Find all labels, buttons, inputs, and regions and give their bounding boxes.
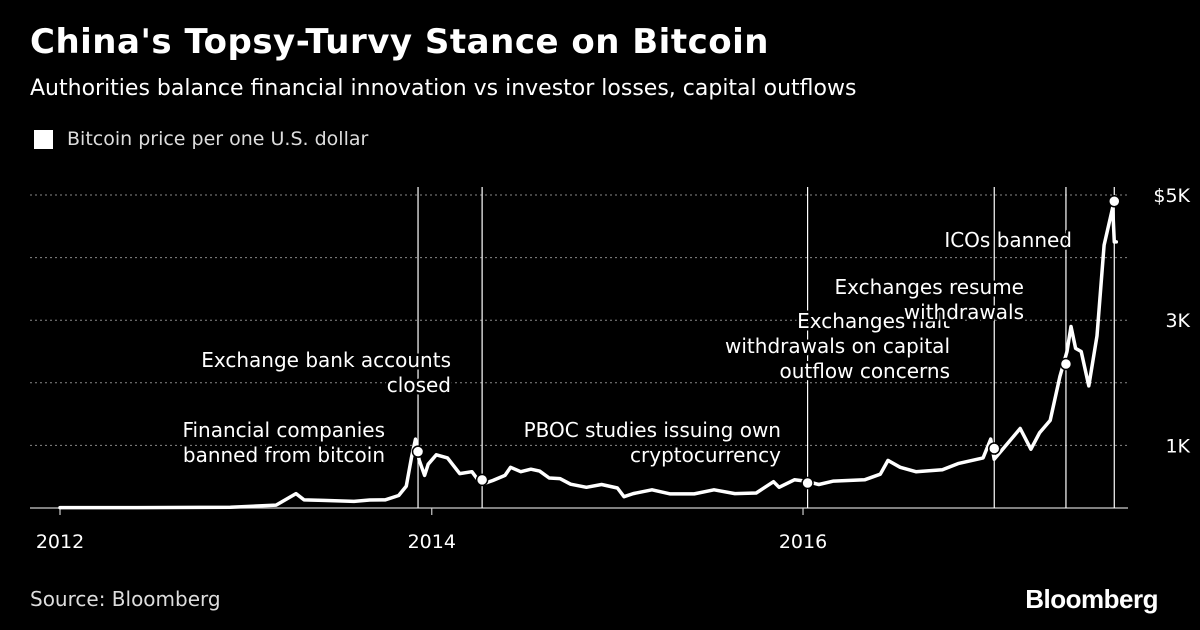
event-label: Exchange bank accounts: [201, 348, 451, 372]
event-label: withdrawals: [904, 300, 1024, 324]
event-label: ICOs banned: [944, 228, 1072, 252]
event-label: Financial companies: [182, 418, 385, 442]
legend-label: Bitcoin price per one U.S. dollar: [67, 128, 369, 150]
event-label: Exchanges halt: [797, 309, 950, 333]
y-tick-label: $5K: [1153, 185, 1190, 207]
event-label: PBOC studies issuing own: [524, 418, 781, 442]
event-label: closed: [387, 373, 451, 397]
event-marker: [987, 442, 1001, 455]
event-label: cryptocurrency: [630, 443, 781, 467]
event-marker: [475, 473, 489, 487]
event-label: withdrawals on capital: [725, 334, 950, 358]
legend: Bitcoin price per one U.S. dollar: [34, 128, 368, 150]
event-label: banned from bitcoin: [183, 443, 385, 467]
event-label: outflow concerns: [780, 359, 950, 383]
y-tick-label: 3K: [1165, 310, 1190, 332]
chart-title: China's Topsy-Turvy Stance on Bitcoin: [30, 22, 769, 62]
source-note: Source: Bloomberg: [30, 587, 221, 611]
event-marker: [411, 445, 425, 458]
event-marker: [1059, 357, 1073, 371]
x-tick-label: 2012: [36, 531, 84, 553]
chart-subtitle: Authorities balance financial innovation…: [30, 76, 857, 101]
x-tick-label: 2016: [779, 531, 827, 553]
y-tick-label: 1K: [1165, 435, 1190, 457]
bloomberg-logo: Bloomberg: [1025, 584, 1158, 614]
event-marker: [801, 476, 814, 490]
legend-swatch: [34, 129, 53, 149]
event-label: Exchanges resume: [835, 275, 1024, 299]
event-marker: [1108, 195, 1121, 208]
x-tick-label: 2014: [408, 531, 456, 553]
